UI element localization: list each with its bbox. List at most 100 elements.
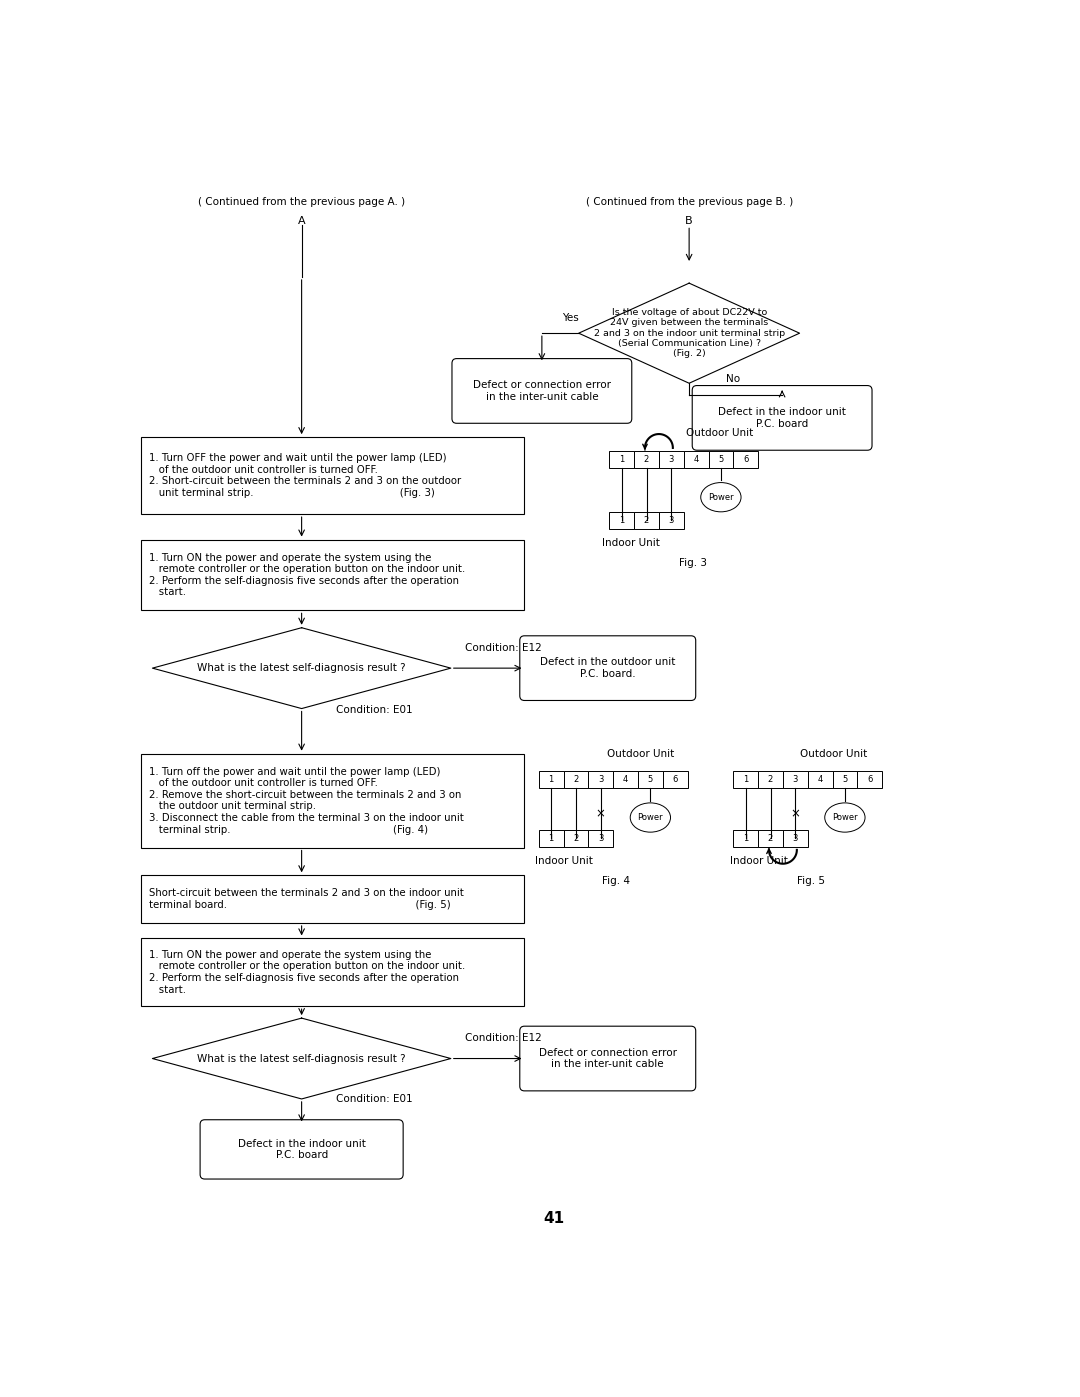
Text: Defect or connection error
in the inter-unit cable: Defect or connection error in the inter-… bbox=[473, 380, 611, 402]
Polygon shape bbox=[152, 1018, 450, 1099]
Text: 2: 2 bbox=[644, 515, 649, 525]
Bar bbox=[140, 876, 525, 923]
Text: Condition: E12: Condition: E12 bbox=[464, 643, 541, 654]
Bar bbox=[589, 771, 613, 788]
Text: 3: 3 bbox=[793, 775, 798, 784]
Text: Indoor Unit: Indoor Unit bbox=[536, 855, 593, 866]
Bar bbox=[659, 451, 684, 468]
Text: 1. Turn ON the power and operate the system using the
   remote controller or th: 1. Turn ON the power and operate the sys… bbox=[149, 950, 464, 995]
Bar bbox=[589, 830, 613, 847]
Text: A: A bbox=[298, 215, 306, 226]
Bar bbox=[733, 830, 758, 847]
Text: ( Continued from the previous page B. ): ( Continued from the previous page B. ) bbox=[585, 197, 793, 207]
Text: Outdoor Unit: Outdoor Unit bbox=[687, 429, 754, 439]
Text: ×: × bbox=[596, 807, 606, 820]
Text: 4: 4 bbox=[818, 775, 823, 784]
Text: Power: Power bbox=[708, 493, 733, 502]
Bar bbox=[609, 451, 634, 468]
FancyBboxPatch shape bbox=[451, 359, 632, 423]
Text: Indoor Unit: Indoor Unit bbox=[602, 538, 660, 548]
Bar bbox=[609, 511, 634, 529]
Text: 3: 3 bbox=[598, 834, 604, 842]
Bar bbox=[808, 771, 833, 788]
Text: 1: 1 bbox=[619, 515, 624, 525]
Bar bbox=[634, 511, 659, 529]
Text: Condition: E12: Condition: E12 bbox=[464, 1032, 541, 1042]
FancyBboxPatch shape bbox=[200, 1120, 403, 1179]
Bar bbox=[708, 451, 733, 468]
FancyBboxPatch shape bbox=[519, 1027, 696, 1091]
Polygon shape bbox=[579, 284, 799, 383]
Text: Outdoor Unit: Outdoor Unit bbox=[607, 749, 674, 760]
Text: Defect in the indoor unit
P.C. board: Defect in the indoor unit P.C. board bbox=[718, 407, 846, 429]
Text: Fig. 4: Fig. 4 bbox=[602, 876, 630, 887]
Text: 6: 6 bbox=[867, 775, 873, 784]
Text: Is the voltage of about DC22V to
24V given between the terminals
2 and 3 on the : Is the voltage of about DC22V to 24V giv… bbox=[594, 307, 785, 359]
Bar bbox=[758, 830, 783, 847]
Text: B: B bbox=[686, 215, 693, 226]
Text: Outdoor Unit: Outdoor Unit bbox=[800, 749, 867, 760]
Text: 3: 3 bbox=[598, 775, 604, 784]
Bar bbox=[758, 771, 783, 788]
Bar bbox=[140, 753, 525, 848]
Text: 2: 2 bbox=[768, 834, 773, 842]
Bar bbox=[613, 771, 638, 788]
Text: 6: 6 bbox=[673, 775, 678, 784]
Bar bbox=[634, 451, 659, 468]
Bar bbox=[663, 771, 688, 788]
Text: 1: 1 bbox=[549, 834, 554, 842]
Text: 2: 2 bbox=[644, 455, 649, 464]
Text: Short-circuit between the terminals 2 and 3 on the indoor unit
terminal board.  : Short-circuit between the terminals 2 an… bbox=[149, 888, 463, 909]
Bar bbox=[539, 771, 564, 788]
Text: What is the latest self-diagnosis result ?: What is the latest self-diagnosis result… bbox=[198, 664, 406, 673]
Bar bbox=[684, 451, 708, 468]
Text: 1: 1 bbox=[743, 775, 748, 784]
Text: 1. Turn off the power and wait until the power lamp (LED)
   of the outdoor unit: 1. Turn off the power and wait until the… bbox=[149, 767, 463, 834]
Text: 5: 5 bbox=[842, 775, 848, 784]
Text: Power: Power bbox=[637, 813, 663, 821]
Bar bbox=[659, 511, 684, 529]
Bar bbox=[539, 830, 564, 847]
Text: Defect in the indoor unit
P.C. board: Defect in the indoor unit P.C. board bbox=[238, 1139, 365, 1160]
Text: 4: 4 bbox=[623, 775, 629, 784]
Text: ( Continued from the previous page A. ): ( Continued from the previous page A. ) bbox=[198, 197, 405, 207]
Text: 1. Turn OFF the power and wait until the power lamp (LED)
   of the outdoor unit: 1. Turn OFF the power and wait until the… bbox=[149, 453, 461, 499]
Text: Indoor Unit: Indoor Unit bbox=[730, 855, 787, 866]
Bar bbox=[858, 771, 882, 788]
Text: 2: 2 bbox=[573, 834, 579, 842]
Text: Defect or connection error
in the inter-unit cable: Defect or connection error in the inter-… bbox=[539, 1048, 677, 1069]
Text: 1: 1 bbox=[549, 775, 554, 784]
Text: 5: 5 bbox=[718, 455, 724, 464]
Text: 4: 4 bbox=[693, 455, 699, 464]
Text: Condition: E01: Condition: E01 bbox=[337, 1094, 414, 1105]
Bar bbox=[783, 771, 808, 788]
Text: Power: Power bbox=[832, 813, 858, 821]
Bar bbox=[783, 830, 808, 847]
Text: Fig. 3: Fig. 3 bbox=[679, 559, 707, 569]
Bar bbox=[140, 437, 525, 514]
Text: 3: 3 bbox=[793, 834, 798, 842]
Text: 5: 5 bbox=[648, 775, 653, 784]
Bar bbox=[733, 771, 758, 788]
Text: Yes: Yes bbox=[563, 313, 579, 323]
Text: No: No bbox=[726, 374, 741, 384]
Bar bbox=[733, 451, 758, 468]
Text: What is the latest self-diagnosis result ?: What is the latest self-diagnosis result… bbox=[198, 1053, 406, 1063]
Bar bbox=[564, 771, 589, 788]
Polygon shape bbox=[152, 627, 450, 708]
Text: Defect in the outdoor unit
P.C. board.: Defect in the outdoor unit P.C. board. bbox=[540, 658, 675, 679]
Bar bbox=[140, 939, 525, 1006]
Text: 1: 1 bbox=[743, 834, 748, 842]
Bar bbox=[833, 771, 858, 788]
Text: 2: 2 bbox=[573, 775, 579, 784]
Text: ×: × bbox=[791, 807, 800, 820]
Text: 3: 3 bbox=[669, 455, 674, 464]
Text: Fig. 5: Fig. 5 bbox=[797, 876, 825, 887]
Bar bbox=[140, 539, 525, 610]
Text: Condition: E01: Condition: E01 bbox=[337, 705, 414, 715]
Text: 3: 3 bbox=[669, 515, 674, 525]
Text: 6: 6 bbox=[743, 455, 748, 464]
Text: 2: 2 bbox=[768, 775, 773, 784]
Text: 1. Turn ON the power and operate the system using the
   remote controller or th: 1. Turn ON the power and operate the sys… bbox=[149, 553, 464, 598]
Bar bbox=[638, 771, 663, 788]
